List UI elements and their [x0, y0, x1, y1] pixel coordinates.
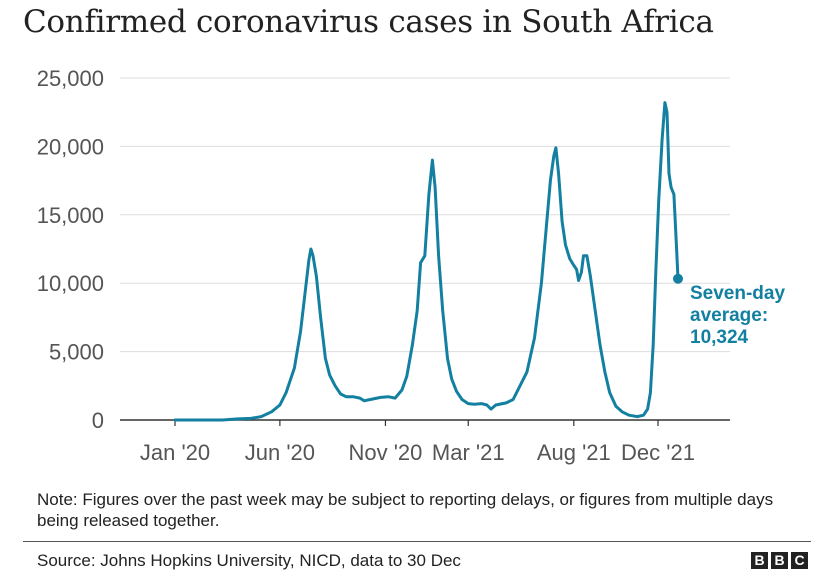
y-tick-label: 0: [92, 408, 104, 433]
series-line: [173, 101, 680, 422]
y-tick-label: 10,000: [37, 271, 104, 296]
footer-divider: [23, 541, 811, 542]
gridlines: [120, 77, 730, 353]
source-text: Source: Johns Hopkins University, NICD, …: [37, 551, 461, 570]
y-tick-label: 15,000: [37, 203, 104, 228]
y-tick-label: 5,000: [49, 340, 104, 365]
annotation-line: average:: [690, 305, 768, 326]
logo-letter: B: [751, 552, 768, 569]
annotation-line: 10,324: [690, 327, 749, 348]
chart-note: Note: Figures over the past week may be …: [37, 490, 774, 530]
y-tick-label: 25,000: [37, 66, 104, 91]
logo-letter: C: [791, 552, 808, 569]
y-axis: 0 5,000 10,000 15,000 20,000 25,000: [37, 66, 104, 433]
x-axis: Jan '20 Jun '20 Nov '20 Mar '21 Aug '21 Dec '…: [120, 419, 730, 465]
line-chart: 0 5,000 10,000 15,000 20,000 25,000 Jan '20 Ju…: [37, 66, 786, 465]
y-tick-label: 20,000: [37, 134, 104, 159]
series-layer: [173, 101, 683, 422]
last-point-marker: [673, 273, 683, 284]
x-tick-label: Jan '20: [140, 440, 210, 465]
x-tick-label: Nov '20: [348, 440, 422, 465]
x-tick-label: Mar '21: [432, 440, 505, 465]
x-tick-label: Dec '21: [621, 440, 695, 465]
x-tick-label: Jun '20: [245, 440, 315, 465]
x-tick-label: Aug '21: [537, 440, 611, 465]
chart-title: Confirmed coronavirus cases in South Afr…: [23, 4, 714, 40]
annotation-line: Seven-day: [690, 283, 785, 304]
logo-letter: B: [771, 552, 788, 569]
bbc-logo: B B C: [751, 552, 808, 569]
